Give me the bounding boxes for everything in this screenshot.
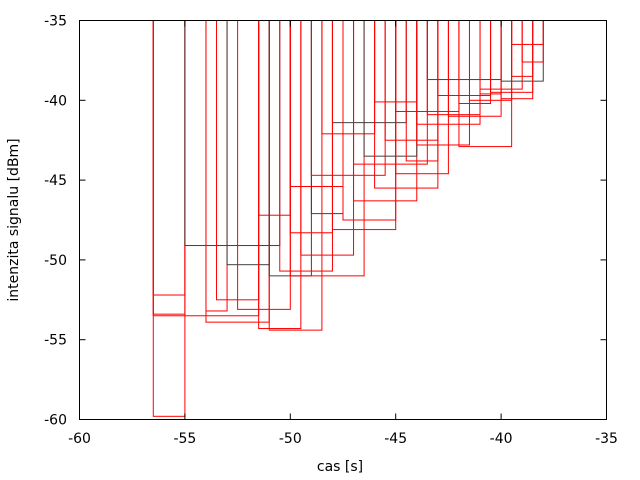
- data-rect: [458, 20, 513, 148]
- x-tick-label: -60: [68, 431, 91, 447]
- rect-series: [152, 20, 544, 417]
- x-tick-label: -45: [384, 431, 407, 447]
- y-tick-label: -60: [44, 413, 67, 429]
- y-tick-label: -45: [44, 173, 67, 189]
- data-rect: [395, 20, 449, 175]
- data-rect: [511, 20, 544, 45]
- y-axis-label: intenzita signalu [dBm]: [6, 138, 22, 301]
- data-rect: [321, 20, 376, 135]
- data-rect: [184, 20, 281, 247]
- data-rect: [331, 20, 407, 124]
- y-tick-label: -55: [44, 333, 67, 349]
- data-rect: [447, 20, 502, 117]
- data-rect: [152, 20, 186, 315]
- y-tick-label: -50: [44, 253, 67, 269]
- plot-border: [79, 20, 607, 420]
- data-rect: [416, 20, 470, 146]
- data-rect: [310, 20, 344, 215]
- x-tick-label: -35: [595, 431, 618, 447]
- x-tick-label: -40: [490, 431, 513, 447]
- data-rect: [500, 20, 534, 100]
- data-rect: [426, 20, 502, 81]
- ticks: -60 -55 -50 -45 -40 -35 -60 -55 -50 -45 -40 -35: [44, 14, 618, 448]
- data-rect: [310, 20, 386, 176]
- data-rect: [152, 20, 186, 296]
- x-axis-label: cas [s]: [317, 459, 363, 475]
- data-rect: [237, 20, 291, 310]
- data-rect: [258, 20, 291, 216]
- y-tick-label: -35: [44, 14, 67, 30]
- data-rect: [152, 20, 186, 417]
- data-rect: [289, 20, 344, 187]
- x-tick-label: -50: [279, 431, 302, 447]
- data-rect: [279, 20, 333, 272]
- data-rect: [458, 20, 492, 104]
- data-rect: [353, 20, 428, 165]
- data-rect: [363, 20, 418, 157]
- data-rect: [226, 20, 270, 266]
- x-tick-label: -55: [173, 431, 196, 447]
- data-rect: [289, 20, 365, 277]
- data-rect: [437, 20, 492, 97]
- data-rect: [342, 20, 397, 221]
- y-tick-label: -40: [44, 93, 67, 109]
